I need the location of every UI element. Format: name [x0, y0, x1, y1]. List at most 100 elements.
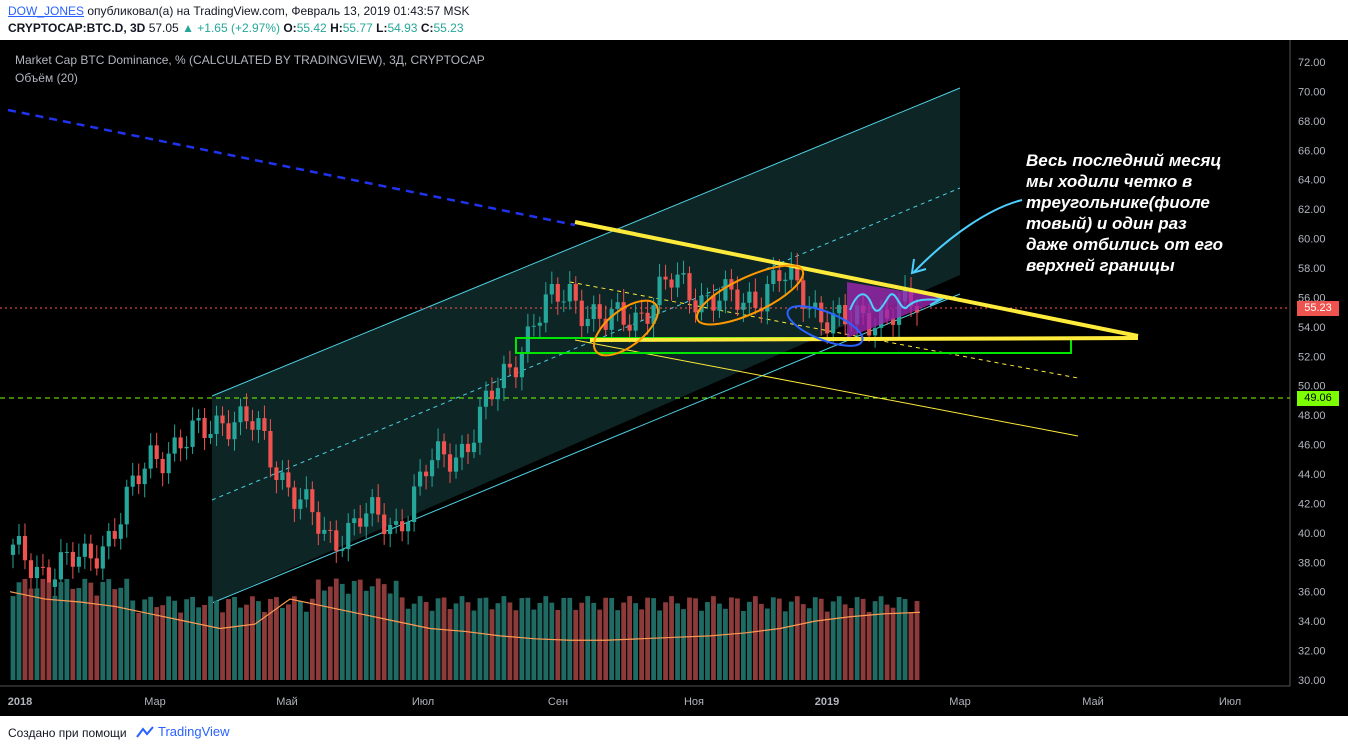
volume-bar [513, 610, 519, 680]
volume-bar [399, 597, 405, 680]
candle-body [190, 420, 195, 447]
candle-body [226, 423, 231, 440]
candle-body [693, 300, 698, 313]
candle-body [489, 390, 495, 400]
volume-bar [890, 607, 896, 680]
volume-bar [537, 602, 543, 680]
candle-body [22, 536, 28, 561]
volume-bar [746, 601, 752, 680]
candle-body [753, 291, 758, 308]
price-axis[interactable]: 72.00 70.00 68.00 66.00 64.00 62.00 60.00 58.00… [1298, 57, 1326, 687]
channel-mid-line[interactable] [211, 187, 961, 501]
low-label: L: [376, 21, 388, 35]
candle-body [82, 543, 87, 557]
price-tick-label: 32.00 [1298, 646, 1326, 658]
time-axis[interactable]: 2018 Мар Май Июл Сен Ноя 2019 Мар Май Июл [8, 696, 1241, 708]
volume-bar [351, 580, 357, 680]
volume-bar [100, 581, 106, 680]
long-downtrend-line[interactable] [7, 108, 576, 227]
author-link[interactable]: DOW_JONES [8, 4, 85, 18]
price-tick-label: 46.00 [1298, 440, 1326, 452]
candle-body [735, 289, 740, 310]
candle-body [795, 264, 800, 281]
volume-bar [226, 599, 231, 680]
candle-body [873, 327, 878, 336]
candle-body [495, 388, 501, 400]
volume-bar [711, 596, 716, 680]
price-tick-label: 68.00 [1298, 116, 1326, 128]
candle-body [639, 312, 644, 314]
candle-body [394, 521, 399, 525]
volume-bar [196, 607, 201, 680]
volume-bar [776, 598, 782, 680]
candle-body [298, 499, 303, 509]
price-tick-label: 40.00 [1298, 528, 1326, 540]
volume-bar [567, 597, 573, 680]
candle-body [172, 437, 177, 454]
orange-ellipse-2[interactable] [690, 254, 810, 336]
candle-body [717, 300, 722, 311]
tradingview-link[interactable]: TradingView [158, 724, 230, 739]
volume-bar [477, 598, 483, 680]
volume-bar [531, 609, 537, 680]
volume-bar [429, 610, 435, 680]
orange-ellipse-1[interactable] [585, 290, 667, 365]
volume-bar [866, 611, 872, 680]
volume-bar [208, 596, 213, 680]
volume-bar [770, 597, 776, 680]
candle-body [334, 530, 339, 551]
price-tick-label: 48.00 [1298, 410, 1326, 422]
price-tick-label: 50.00 [1298, 381, 1326, 393]
triangle-upper-line[interactable] [574, 220, 1139, 338]
volume-bar [130, 600, 136, 680]
candle-body [441, 441, 447, 455]
yellow-dashed-trend[interactable] [569, 281, 1079, 379]
candle-body [154, 445, 159, 459]
open-value: 55.42 [296, 21, 327, 35]
candle-body [34, 566, 40, 579]
volume-bar [705, 602, 710, 680]
channel-upper-line[interactable] [211, 87, 961, 397]
price-tick-label: 70.00 [1298, 86, 1326, 98]
chart-canvas[interactable]: 72.00 70.00 68.00 66.00 64.00 62.00 60.00 58.00… [0, 40, 1348, 716]
volume-bar [824, 611, 830, 680]
volume-bar [124, 578, 130, 680]
symbol-line: CRYPTOCAP:BTC.D, 3D 57.05 ▲ +1.65 (+2.97… [8, 21, 464, 35]
volume-bar [597, 609, 603, 680]
volume-series [10, 578, 920, 680]
candlestick-series [10, 252, 920, 600]
volume-bar [465, 602, 471, 680]
candle-body [459, 443, 465, 458]
volume-bar [285, 604, 291, 680]
volume-bar [106, 579, 112, 680]
chart-area[interactable]: 72.00 70.00 68.00 66.00 64.00 62.00 60.00 58.00… [0, 40, 1348, 716]
volume-bar [681, 609, 686, 680]
blue-ellipse[interactable] [783, 298, 868, 354]
candle-body [130, 475, 135, 487]
candle-body [406, 522, 411, 532]
volume-bar [250, 596, 255, 680]
high-label: H: [330, 21, 343, 35]
price-tick-label: 36.00 [1298, 587, 1326, 599]
candle-body [316, 512, 321, 534]
candle-body [543, 294, 548, 323]
purple-triangle[interactable] [847, 282, 947, 338]
volume-bar [345, 593, 351, 680]
candle-body [346, 522, 351, 550]
footer: Создано при помощи TradingView [0, 716, 1348, 751]
volume-bar [297, 601, 303, 680]
volume-bar [896, 597, 902, 680]
candle-body [304, 489, 309, 500]
candle-body [112, 531, 117, 539]
volume-bar [417, 596, 423, 680]
triangle-lower-line[interactable] [589, 336, 1139, 342]
candle-body [382, 514, 387, 535]
yellow-thin-trend[interactable] [574, 339, 1079, 437]
volume-bar [411, 603, 417, 680]
annotation-arrow-head [910, 258, 927, 275]
candle-body [621, 302, 626, 325]
volume-bar [82, 578, 88, 680]
volume-legend: Объём (20) [15, 71, 78, 85]
volume-bar [184, 599, 190, 680]
candle-body [513, 367, 518, 378]
